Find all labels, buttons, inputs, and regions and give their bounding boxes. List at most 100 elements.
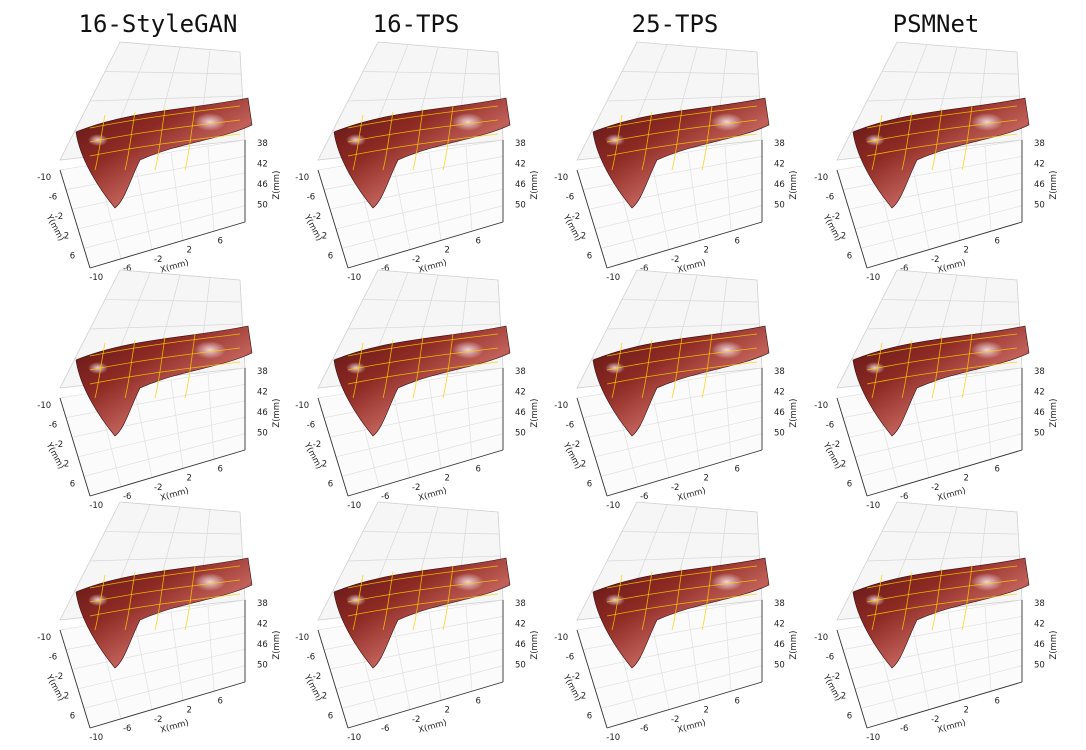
x-tick-label: 6 bbox=[217, 464, 222, 474]
contour-line bbox=[124, 111, 136, 171]
contour-line bbox=[961, 565, 973, 631]
y-axis-line bbox=[317, 629, 349, 729]
x-tick-label: -2 bbox=[154, 715, 162, 725]
gridline bbox=[687, 379, 701, 469]
gridline bbox=[341, 433, 504, 477]
y-tick-label: -10 bbox=[37, 633, 51, 643]
contour-line bbox=[347, 593, 499, 617]
y-tick-label: -2 bbox=[572, 212, 580, 222]
y-tick-label: 2 bbox=[581, 232, 586, 242]
gridline bbox=[465, 145, 473, 232]
contour-line bbox=[671, 568, 683, 631]
x-axis-label: X(mm) bbox=[676, 718, 707, 736]
x-tick-label: -10 bbox=[866, 273, 880, 283]
gridline bbox=[600, 205, 763, 249]
x-tick-label: -6 bbox=[123, 264, 131, 274]
gridline bbox=[650, 157, 670, 250]
gridline bbox=[65, 156, 246, 190]
x-tick-label: -10 bbox=[89, 273, 103, 283]
x-tick-label: 6 bbox=[734, 696, 739, 706]
specular-highlight bbox=[605, 134, 625, 146]
gridline bbox=[582, 384, 763, 418]
contour-line bbox=[866, 119, 1018, 143]
x-tick-label: 2 bbox=[186, 246, 191, 256]
z-tick-label: 38 bbox=[257, 367, 268, 377]
contour-line bbox=[961, 105, 973, 171]
x-tick-label: 6 bbox=[734, 464, 739, 474]
contour-line bbox=[701, 333, 713, 399]
contour-line bbox=[89, 133, 241, 157]
gridline bbox=[600, 433, 763, 477]
x-tick-label: -6 bbox=[640, 264, 648, 274]
contour-line bbox=[154, 568, 166, 631]
contour-line bbox=[184, 333, 196, 399]
contour-line bbox=[606, 105, 758, 129]
contour-line bbox=[931, 108, 943, 171]
y-tick-label: -10 bbox=[37, 173, 51, 183]
gridline bbox=[329, 400, 504, 438]
y-axis-line bbox=[317, 169, 349, 269]
x-axis-label: X(mm) bbox=[936, 258, 967, 276]
x-axis-label: X(mm) bbox=[159, 258, 190, 276]
column-title-1: 16-TPS bbox=[372, 10, 460, 38]
z-tick-label: 50 bbox=[257, 661, 268, 671]
y-tick-label: 6 bbox=[70, 251, 75, 261]
x-axis-line bbox=[347, 221, 504, 269]
y-axis-line bbox=[576, 169, 608, 269]
gridline bbox=[104, 299, 242, 303]
x-tick-label: -10 bbox=[606, 273, 620, 283]
z-tick-label: 42 bbox=[515, 160, 526, 170]
gridline bbox=[65, 384, 246, 418]
specular-highlight bbox=[346, 362, 366, 374]
gridline bbox=[347, 95, 501, 102]
y-tick-label: 6 bbox=[847, 251, 852, 261]
contour-line bbox=[961, 333, 973, 399]
gridline bbox=[207, 605, 215, 692]
y-tick-label: 2 bbox=[841, 232, 846, 242]
z-tick-label: 38 bbox=[257, 599, 268, 609]
x-tick-label: -10 bbox=[866, 733, 880, 743]
contour-line bbox=[347, 105, 499, 129]
x-tick-label: -6 bbox=[900, 492, 908, 502]
x-axis-line bbox=[866, 221, 1023, 269]
x-tick-label: -10 bbox=[347, 733, 361, 743]
gridline bbox=[391, 385, 411, 478]
z-axis-label: Z(mm) bbox=[272, 399, 282, 428]
x-tick-label: 6 bbox=[994, 236, 999, 246]
gridline bbox=[910, 157, 930, 250]
gridline bbox=[207, 373, 215, 460]
y-tick-label: 2 bbox=[841, 460, 846, 470]
z-tick-label: 50 bbox=[515, 429, 526, 439]
y-tick-label: 6 bbox=[328, 479, 333, 489]
specular-highlight bbox=[865, 362, 885, 374]
contour-line bbox=[641, 339, 653, 399]
contour-line bbox=[866, 579, 1018, 603]
z-axis-label: Z(mm) bbox=[530, 171, 540, 200]
x-tick-label: -6 bbox=[381, 492, 389, 502]
gridline bbox=[335, 188, 504, 230]
gridline bbox=[881, 531, 1019, 535]
x-tick-label: -6 bbox=[381, 264, 389, 274]
contour-line bbox=[382, 111, 394, 171]
gridline bbox=[854, 648, 1023, 690]
gridline bbox=[362, 299, 500, 303]
gridline bbox=[842, 384, 1023, 418]
x-tick-label: -2 bbox=[671, 715, 679, 725]
z-tick-label: 42 bbox=[1034, 388, 1045, 398]
contour-line bbox=[641, 571, 653, 631]
contour-line bbox=[89, 347, 241, 371]
contour-line bbox=[871, 114, 883, 171]
y-tick-label: -6 bbox=[307, 653, 315, 663]
gridline bbox=[77, 416, 246, 458]
y-tick-label: -10 bbox=[37, 401, 51, 411]
y-axis-line bbox=[576, 397, 608, 497]
contour-line bbox=[701, 565, 713, 631]
contour-line bbox=[901, 571, 913, 631]
x-tick-label: 2 bbox=[186, 474, 191, 484]
z-tick-label: 46 bbox=[774, 408, 785, 418]
y-tick-label: 2 bbox=[322, 232, 327, 242]
gridline bbox=[77, 188, 246, 230]
contour-line bbox=[606, 133, 758, 157]
y-tick-label: -2 bbox=[832, 440, 840, 450]
gridline bbox=[362, 531, 500, 535]
